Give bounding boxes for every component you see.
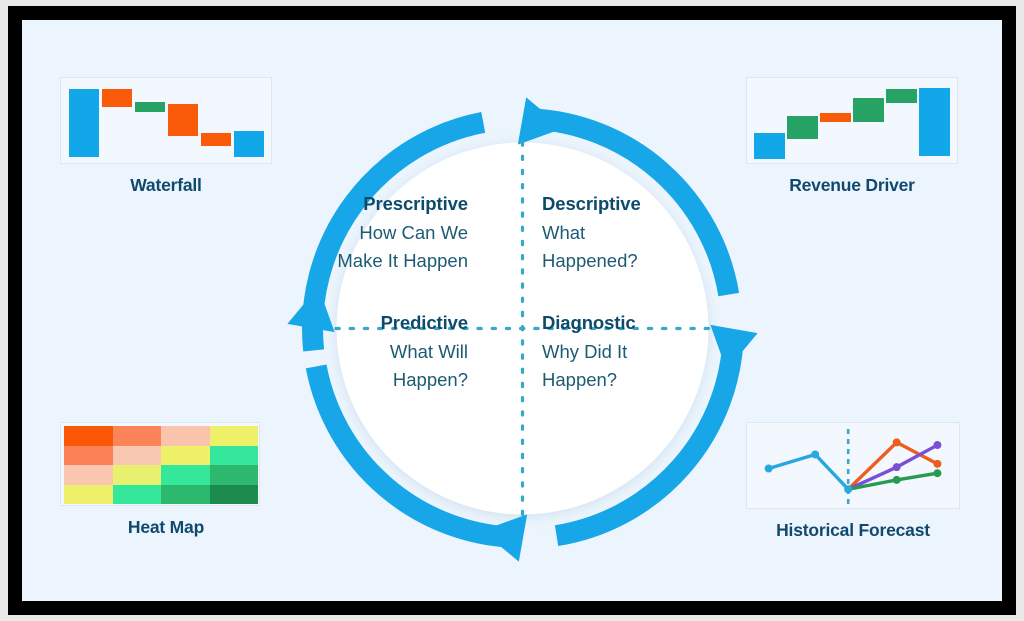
thumbnail-revenue-driver[interactable]: Revenue Driver	[746, 77, 958, 196]
revenue-driver-bar-4	[886, 88, 917, 103]
waterfall-bar-1	[101, 89, 132, 108]
heat-map-cell-r0-c2	[161, 426, 210, 446]
heat-map-cell-r3-c1	[112, 484, 161, 504]
forecast-point-1-2	[933, 459, 942, 468]
heat-map-cell-r2-c1	[112, 465, 161, 485]
heat-map-cell-r3-c0	[64, 484, 113, 504]
revenue-driver-label: Revenue Driver	[789, 175, 915, 195]
waterfall-bar-0	[68, 89, 99, 157]
cycle-arrowhead-left	[287, 286, 335, 333]
forecast-point-2-2	[933, 441, 942, 450]
revenue-driver-bar-2	[820, 112, 851, 122]
heat-map-cell-r1-c0	[64, 445, 113, 465]
heat-map-cell-r2-c2	[161, 465, 210, 485]
infographic-canvas: Prescriptive How Can We Make It Happen D…	[22, 20, 1002, 601]
cycle-arrow-right	[530, 108, 740, 297]
forecast-point-0-1	[811, 450, 820, 459]
forecast-point-0-0	[764, 464, 773, 473]
heat-map-cell-r1-c3	[209, 445, 258, 465]
waterfall-chart	[60, 77, 272, 164]
revenue-driver-bar-3	[853, 97, 884, 122]
heat-map-chart	[60, 422, 260, 506]
forecast-point-3-2	[933, 469, 942, 478]
revenue-driver-bar-0	[754, 132, 785, 159]
waterfall-bar-5	[233, 131, 264, 157]
heat-map-cell-r0-c0	[64, 426, 113, 446]
heat-map-cell-r0-c1	[112, 426, 161, 446]
forecast-point-2-1	[892, 463, 901, 472]
revenue-driver-bar-1	[787, 116, 818, 140]
waterfall-label: Waterfall	[130, 175, 202, 195]
heat-map-cell-r1-c1	[112, 445, 161, 465]
revenue-driver-bar-5	[919, 87, 950, 156]
waterfall-bar-4	[200, 132, 231, 146]
heat-map-label: Heat Map	[127, 517, 205, 537]
analytics-cycle-diagram	[270, 76, 775, 581]
cycle-arrow-left	[305, 364, 518, 548]
cycle-arrow-bottom	[554, 333, 744, 546]
heat-map-cell-r2-c0	[64, 465, 113, 485]
waterfall-bar-2	[134, 102, 165, 112]
forecast-point-1-1	[892, 438, 901, 447]
heat-map-cell-r2-c3	[209, 465, 258, 485]
forecast-line-0	[766, 452, 850, 491]
heat-map-grid	[64, 426, 258, 504]
thumbnail-historical-forecast[interactable]: Historical Forecast	[746, 422, 960, 541]
forecast-point-0-2	[844, 485, 853, 494]
heat-map-cell-r0-c3	[209, 426, 258, 446]
thumbnail-heat-map[interactable]: Heat Map	[60, 422, 272, 538]
historical-forecast-label: Historical Forecast	[776, 520, 930, 540]
heat-map-cell-r3-c2	[161, 484, 210, 504]
heat-map-cell-r3-c3	[209, 484, 258, 504]
forecast-point-3-1	[892, 475, 901, 484]
revenue-driver-chart	[746, 77, 958, 164]
thumbnail-waterfall[interactable]: Waterfall	[60, 77, 272, 196]
waterfall-bar-3	[167, 103, 198, 137]
heat-map-cell-r1-c2	[161, 445, 210, 465]
historical-forecast-chart	[746, 422, 960, 509]
